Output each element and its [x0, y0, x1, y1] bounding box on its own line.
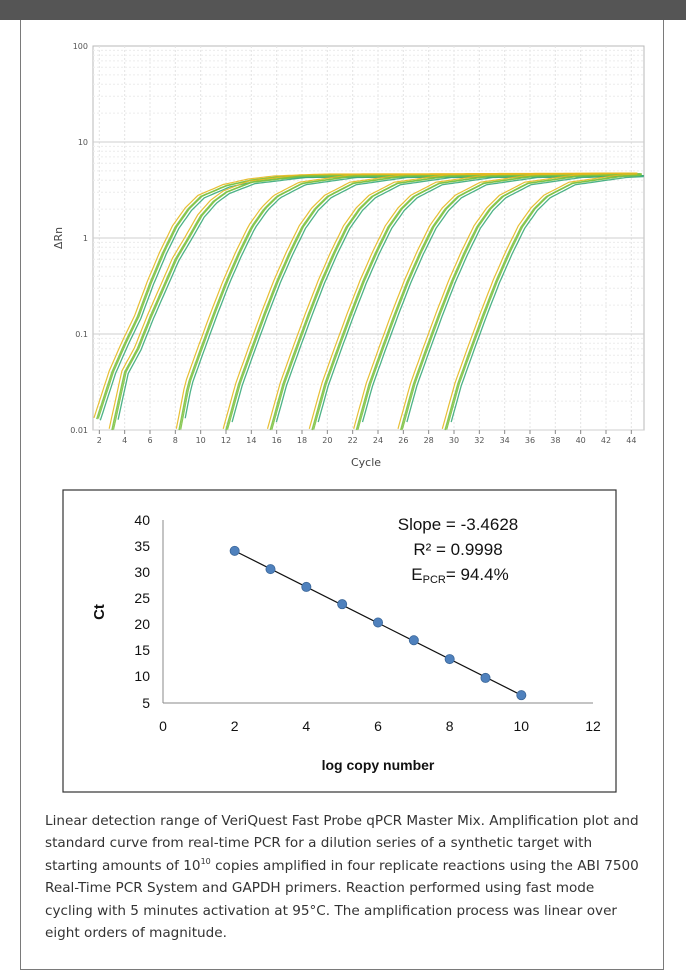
amplification-curve-9-rep-4	[446, 174, 642, 430]
std-x-tick-label: 0	[159, 718, 167, 734]
std-y-tick-label: 20	[134, 616, 150, 632]
caption-exponent: 10	[200, 856, 211, 866]
amp-x-tick-label: 18	[297, 436, 307, 445]
standard-curve-frame	[62, 489, 617, 793]
std-y-tick-label: 10	[134, 668, 150, 684]
amp-y-tick-label: 0.1	[75, 330, 88, 339]
std-data-point	[480, 672, 491, 683]
epcr-value: = 94.4%	[446, 565, 509, 584]
epcr-prefix: E	[411, 565, 422, 584]
amplification-plot: 100 10 1 0.1 0.01 2 4 6 8 10 12 14 16 18 20 22 24 26…	[52, 42, 645, 469]
amp-y-tick-label: 1	[83, 234, 88, 243]
amp-x-tick-label: 26	[398, 436, 408, 445]
std-data-point	[229, 545, 240, 556]
std-x-tick-label: 8	[446, 718, 454, 734]
amp-x-tick-label: 36	[525, 436, 535, 445]
std-x-tick-label: 4	[302, 718, 310, 734]
amp-x-tick-label: 44	[626, 436, 636, 445]
std-data-point	[301, 581, 312, 592]
amplification-y-tick-labels: 100 10 1 0.1 0.01	[70, 42, 88, 435]
epcr-subscript: PCR	[423, 574, 446, 586]
amp-x-tick-label: 30	[449, 436, 459, 445]
std-x-axis-title: log copy number	[322, 757, 435, 773]
std-x-tick-labels: 0 2 4 6 8 10 12	[159, 718, 601, 734]
std-data-point	[444, 654, 455, 665]
amp-x-tick-label: 40	[576, 436, 586, 445]
amplification-curve-8-rep-4	[401, 173, 641, 430]
caption-text-part2: copies amplified in four replicate react…	[45, 857, 639, 942]
caption-text-part1: Linear detection range of VeriQuest Fast…	[45, 813, 639, 874]
slope-annotation: Slope = -3.4628	[398, 515, 519, 534]
std-y-tick-label: 40	[134, 512, 150, 528]
std-data-point	[372, 617, 383, 628]
amp-x-tick-label: 16	[272, 436, 282, 445]
epcr-annotation: EPCR= 94.4%	[411, 565, 508, 586]
amp-x-tick-label: 22	[348, 436, 358, 445]
amp-y-tick-label: 0.01	[70, 426, 88, 435]
std-x-tick-label: 6	[374, 718, 382, 734]
amp-x-tick-label: 6	[147, 436, 152, 445]
std-x-tick-label: 12	[585, 718, 601, 734]
std-data-point	[265, 564, 276, 575]
amp-y-tick-label: 10	[78, 138, 88, 147]
top-header-bar	[0, 0, 686, 20]
std-y-tick-labels: 40 35 30 25 20 15 10 5	[134, 512, 150, 711]
amp-x-tick-label: 4	[122, 436, 127, 445]
amp-x-tick-label: 10	[196, 436, 206, 445]
std-data-point	[408, 635, 419, 646]
amp-x-tick-label: 8	[173, 436, 178, 445]
amp-x-tick-label: 14	[246, 436, 256, 445]
std-y-axis-title: Ct	[91, 604, 108, 620]
r-squared-annotation: R² = 0.9998	[413, 540, 502, 559]
std-y-tick-label: 25	[134, 590, 150, 606]
amp-x-tick-label: 34	[500, 436, 510, 445]
std-data-point	[337, 599, 348, 610]
std-y-tick-label: 5	[142, 695, 150, 711]
amplification-curves	[93, 172, 644, 431]
std-y-tick-label: 15	[134, 642, 150, 658]
amp-x-tick-label: 24	[373, 436, 383, 445]
amp-x-tick-label: 28	[424, 436, 434, 445]
figure-caption: Linear detection range of VeriQuest Fast…	[45, 810, 645, 944]
amp-x-tick-label: 42	[601, 436, 611, 445]
amp-x-axis-title: Cycle	[351, 456, 381, 469]
std-data-points	[229, 545, 527, 701]
amplification-curve-9-rep-3	[441, 173, 638, 429]
std-y-tick-label: 35	[134, 538, 150, 554]
std-x-tick-label: 2	[231, 718, 239, 734]
figure-panel-frame	[20, 20, 664, 970]
amplification-gridlines	[93, 46, 644, 431]
amp-y-tick-label: 100	[73, 42, 88, 51]
std-x-tick-label: 10	[514, 718, 530, 734]
std-y-tick-label: 30	[134, 564, 150, 580]
amp-x-tick-label: 12	[221, 436, 231, 445]
amplification-curve-8-rep-3	[397, 172, 637, 429]
amp-x-tick-label: 20	[322, 436, 332, 445]
amp-x-tick-label: 2	[97, 436, 102, 445]
amplification-curve-7-rep-3	[353, 172, 638, 429]
standard-curve-chart: 40 35 30 25 20 15 10 5 0 2 4 6 8 10 12 l…	[62, 489, 617, 793]
amp-x-tick-label: 32	[474, 436, 484, 445]
std-data-point	[516, 690, 527, 701]
amplification-curve-9-rep-2	[450, 175, 644, 423]
amp-y-axis-title: ΔRn	[52, 227, 65, 249]
amp-x-tick-label: 38	[550, 436, 560, 445]
amplification-x-tick-labels: 2 4 6 8 10 12 14 16 18 20 22 24 26 28 30 32 34 36 38 40 42 44	[97, 430, 636, 445]
